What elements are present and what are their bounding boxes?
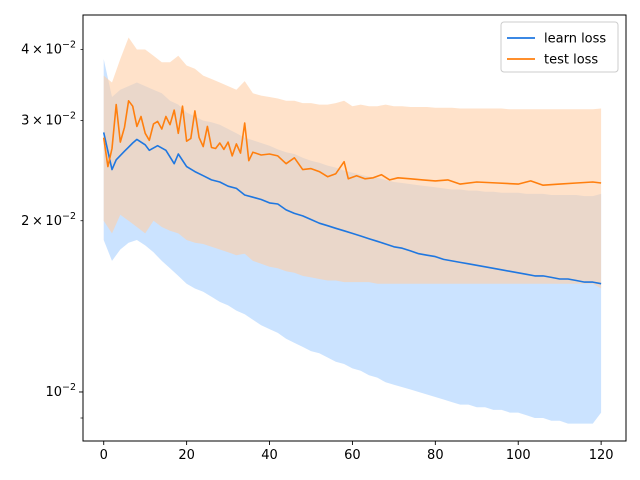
legend: learn loss test loss [500, 21, 619, 73]
y-tick-label: 4 × 10−2 [21, 40, 76, 58]
x-tick-label: 120 [589, 448, 614, 463]
test-loss-band [103, 37, 602, 289]
y-tick-label: 10−2 [45, 382, 76, 400]
y-tick-label: 2 × 10−2 [21, 211, 76, 229]
confidence-bands [103, 37, 602, 424]
x-tick-label: 80 [427, 448, 444, 463]
series-lines [102, 100, 602, 285]
learn-loss-line [102, 132, 602, 285]
y-axis: 10−2 2 × 10−2 3 × 10−2 4 × 10−2 [21, 40, 83, 419]
y-tick-label: 3 × 10−2 [21, 111, 76, 129]
legend-label: learn loss [544, 32, 606, 47]
x-tick-label: 60 [344, 448, 361, 463]
test-loss-line [102, 100, 602, 186]
plot-frame [82, 14, 627, 442]
x-tick-label: 40 [261, 448, 278, 463]
x-axis: 0 20 40 60 80 100 120 [100, 441, 614, 463]
x-tick-label: 100 [506, 448, 531, 463]
x-tick-label: 0 [100, 448, 108, 463]
legend-label: test loss [544, 53, 598, 68]
x-tick-label: 20 [178, 448, 195, 463]
